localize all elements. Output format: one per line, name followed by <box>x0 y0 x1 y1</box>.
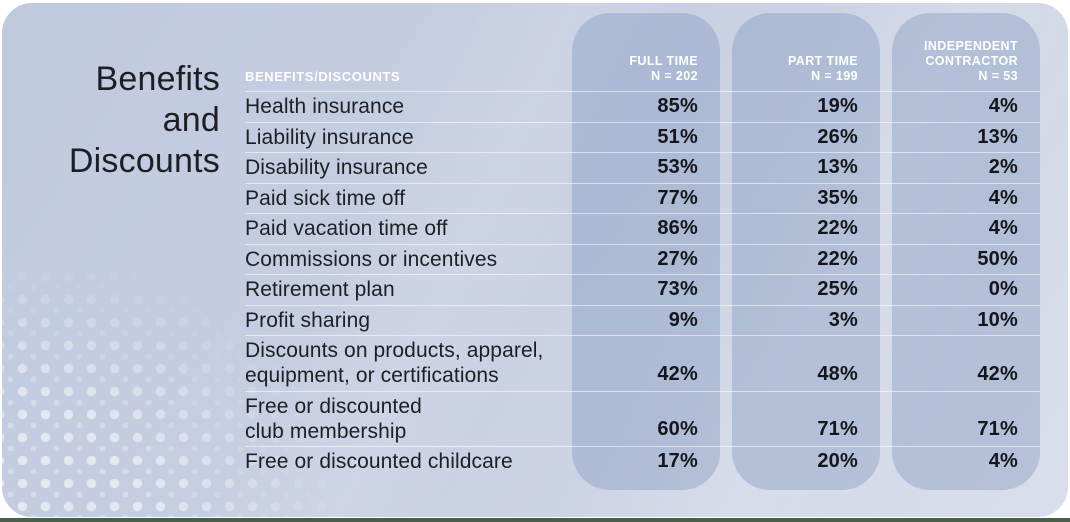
column-header-part-time: PART TIME N = 199 <box>732 54 880 91</box>
part-time-value: 13% <box>817 156 858 179</box>
full-time-value: 51% <box>657 125 698 148</box>
page-title-line: and <box>162 101 220 139</box>
benefit-label-line: Discounts on products, apparel, <box>245 339 544 363</box>
column-label: FULL TIME <box>629 54 698 68</box>
independent-contractor-value: 50% <box>977 247 1018 270</box>
benefit-label: Retirement plan <box>245 277 572 302</box>
column-sample-size: N = 199 <box>811 69 858 83</box>
part-time-value: 3% <box>828 308 858 331</box>
benefit-label: Profit sharing <box>245 308 572 333</box>
full-time-value: 27% <box>657 247 698 270</box>
part-time-value: 22% <box>817 247 858 270</box>
table-row: Discounts on products, apparel, equipment… <box>245 335 1040 391</box>
table-rows: Health insurance 85% 19% 4% Liability in… <box>245 91 1040 477</box>
benefit-label-line: Retirement plan <box>245 278 395 302</box>
benefit-label-line: Profit sharing <box>245 308 371 332</box>
benefit-label-line: Disability insurance <box>245 156 428 180</box>
part-time-value: 25% <box>817 278 858 301</box>
full-time-value: 85% <box>657 95 698 118</box>
independent-contractor-value: 4% <box>988 186 1018 209</box>
benefit-label: Commissions or incentives <box>245 247 572 272</box>
full-time-value: 53% <box>657 156 698 179</box>
table-row: Free or discounted childcare 17% 20% 4% <box>245 446 1040 477</box>
table-row: Commissions or incentives 27% 22% 50% <box>245 243 1040 275</box>
column-sample-size: N = 53 <box>978 69 1018 83</box>
table-row: Disability insurance 53% 13% 2% <box>245 152 1040 183</box>
table-row: Paid sick time off 77% 35% 4% <box>245 182 1040 214</box>
benefit-label-line: Commissions or incentives <box>245 247 498 271</box>
part-time-column-background <box>732 13 880 490</box>
bottom-accent-strip <box>0 518 1070 522</box>
benefit-label-line: equipment, or certifications <box>245 364 499 388</box>
independent-contractor-value: 71% <box>977 418 1018 440</box>
column-header-independent-contractor: INDEPENDENT CONTRACTOR N = 53 <box>892 39 1040 91</box>
independent-contractor-value: 10% <box>977 308 1018 331</box>
full-time-value: 9% <box>668 308 698 331</box>
part-time-value: 48% <box>817 362 858 385</box>
independent-contractor-value: 42% <box>977 362 1018 385</box>
column-label: PART TIME <box>787 54 858 68</box>
benefits-table: BENEFITS/DISCOUNTS FULL TIME N = 202 PAR… <box>245 13 1040 477</box>
part-time-value: 35% <box>817 186 858 209</box>
independent-contractor-column-background <box>892 13 1040 490</box>
column-sample-size: N = 202 <box>651 69 698 83</box>
independent-contractor-value: 4% <box>988 450 1018 473</box>
part-time-value: 20% <box>817 450 858 473</box>
table-row: Health insurance 85% 19% 4% <box>245 91 1040 122</box>
independent-contractor-value: 4% <box>988 217 1018 240</box>
benefit-label: Free or discounted club membership <box>245 394 572 444</box>
benefit-label-line: Free or discounted <box>245 394 422 418</box>
independent-contractor-value: 0% <box>988 278 1018 301</box>
column-label: INDEPENDENT CONTRACTOR <box>924 39 1018 68</box>
part-time-value: 26% <box>817 125 858 148</box>
benefit-label-line: Free or discounted childcare <box>245 450 513 474</box>
benefits-discounts-header: BENEFITS/DISCOUNTS <box>245 69 401 84</box>
benefit-label: Free or discounted childcare <box>245 449 572 474</box>
page-title: Benefits and Discounts <box>28 59 220 182</box>
benefit-label-line: Paid sick time off <box>245 186 406 210</box>
benefit-label: Health insurance <box>245 94 572 119</box>
full-time-value: 77% <box>657 186 698 209</box>
table-header-row: BENEFITS/DISCOUNTS FULL TIME N = 202 PAR… <box>245 13 1040 91</box>
benefits-card: Benefits and Discounts BENEFITS/DISCOUNT… <box>2 3 1068 517</box>
independent-contractor-value: 4% <box>988 95 1018 118</box>
part-time-value: 71% <box>817 418 858 440</box>
table-row: Profit sharing 9% 3% 10% <box>245 304 1040 336</box>
benefit-label-line: club membership <box>245 419 407 443</box>
benefit-label-line: Paid vacation time off <box>245 217 448 241</box>
benefit-label: Disability insurance <box>245 155 572 180</box>
benefit-label: Paid sick time off <box>245 186 572 211</box>
full-time-value: 17% <box>657 450 698 473</box>
independent-contractor-value: 13% <box>977 125 1018 148</box>
benefit-label: Liability insurance <box>245 125 572 150</box>
table-row: Free or discounted club membership 60% 71… <box>245 390 1040 447</box>
page-title-line: Discounts <box>68 142 220 180</box>
benefit-label-line: Liability insurance <box>245 125 414 149</box>
benefit-label: Discounts on products, apparel, equipment… <box>245 338 572 388</box>
table-row: Retirement plan 73% 25% 0% <box>245 274 1040 305</box>
full-time-value: 86% <box>657 217 698 240</box>
full-time-value: 60% <box>657 418 698 440</box>
table-row: Liability insurance 51% 26% 13% <box>245 121 1040 153</box>
part-time-value: 19% <box>817 95 858 118</box>
table-row: Paid vacation time off 86% 22% 4% <box>245 213 1040 244</box>
column-header-full-time: FULL TIME N = 202 <box>572 54 720 91</box>
full-time-value: 42% <box>657 362 698 385</box>
independent-contractor-value: 2% <box>988 156 1018 179</box>
part-time-value: 22% <box>817 217 858 240</box>
benefit-label: Paid vacation time off <box>245 216 572 241</box>
full-time-column-background <box>572 13 720 490</box>
page-title-line: Benefits <box>95 60 220 98</box>
full-time-value: 73% <box>657 278 698 301</box>
benefit-label-line: Health insurance <box>245 95 405 119</box>
